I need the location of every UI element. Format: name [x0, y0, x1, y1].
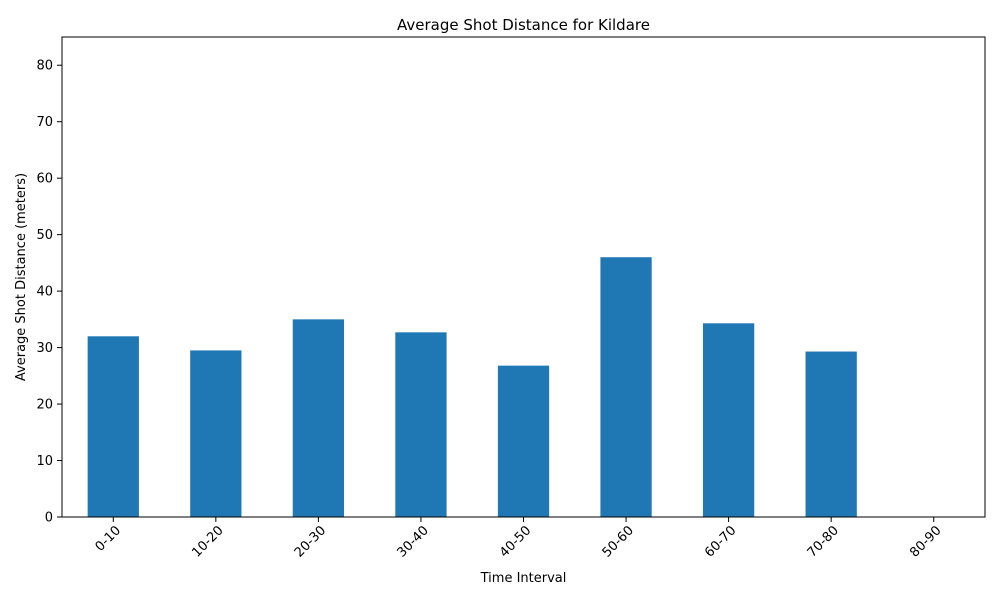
y-tick-label: 80: [36, 59, 53, 74]
y-tick-label: 70: [36, 115, 53, 130]
y-tick-label: 40: [36, 285, 53, 300]
bar-70-80: [805, 351, 857, 517]
x-tick-label: 80-90: [907, 523, 944, 560]
chart-title: Average Shot Distance for Kildare: [397, 16, 650, 34]
x-tick-label: 50-60: [600, 523, 637, 560]
x-tick-label: 30-40: [394, 523, 431, 560]
bar-50-60: [600, 257, 652, 517]
x-tick-label: 70-80: [805, 523, 842, 560]
x-tick-label: 60-70: [702, 523, 739, 560]
y-tick-label: 10: [36, 454, 53, 469]
y-tick-label: 0: [45, 511, 53, 526]
x-tick-label: 0-10: [93, 523, 124, 554]
bar-20-30: [292, 319, 345, 517]
bar-0-10: [87, 336, 139, 517]
y-tick-label: 30: [36, 341, 53, 356]
bar-40-50: [497, 365, 550, 517]
y-tick-label: 60: [36, 172, 53, 187]
y-tick-label: 20: [36, 398, 53, 413]
y-axis-label: Average Shot Distance (meters): [14, 173, 29, 381]
bar-10-20: [190, 350, 242, 517]
y-tick-label: 50: [36, 228, 53, 243]
x-tick-label: 40-50: [497, 523, 534, 560]
bar-30-40: [395, 332, 447, 517]
x-tick-label: 20-30: [292, 523, 329, 560]
bar-60-70: [702, 323, 755, 517]
x-axis-label: Time Interval: [480, 571, 567, 586]
x-tick-label: 10-20: [189, 523, 226, 560]
